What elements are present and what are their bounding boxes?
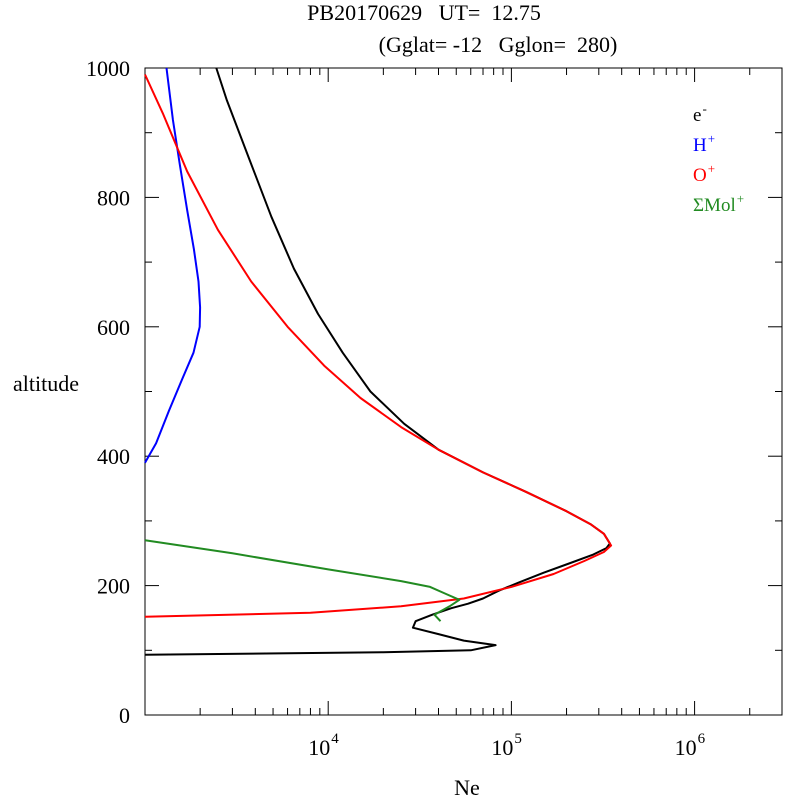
y-tick-labels: 0 200 400 600 800 1000 bbox=[86, 56, 130, 728]
legend-label-sup: + bbox=[708, 161, 715, 176]
x-tick-label-base: 10 bbox=[308, 735, 330, 760]
series-line-e bbox=[144, 67, 611, 656]
chart-title-line1: PB20170629 UT= 12.75 bbox=[307, 0, 541, 25]
y-tick-label: 0 bbox=[119, 703, 130, 728]
x-tick-label-exponent: 6 bbox=[698, 731, 706, 747]
legend-label: O bbox=[693, 165, 707, 186]
y-tick-label: 1000 bbox=[86, 56, 130, 81]
legend-item: e- bbox=[693, 101, 707, 126]
y-tick-label: 800 bbox=[97, 185, 130, 210]
y-tick-label: 600 bbox=[97, 315, 130, 340]
legend: e -H +O +ΣMol + bbox=[693, 101, 744, 216]
legend-label-sup: - bbox=[702, 101, 706, 116]
series-line-Mol bbox=[144, 539, 461, 622]
x-tick-label: 10 6 bbox=[675, 731, 706, 760]
y-tick-label: 200 bbox=[97, 574, 130, 599]
series-line-H bbox=[144, 67, 202, 464]
legend-label-sup: + bbox=[708, 131, 715, 146]
x-tick-label-exponent: 4 bbox=[331, 731, 339, 747]
legend-label: H bbox=[693, 135, 707, 156]
legend-item: O + bbox=[693, 161, 715, 186]
x-tick-label-base: 10 bbox=[491, 735, 513, 760]
x-tick-labels: 10 4 10 5 10 6 bbox=[308, 731, 705, 760]
chart-title-line2: (Gglat= -12 Gglon= 280) bbox=[379, 32, 618, 57]
y-tick-label: 400 bbox=[97, 444, 130, 469]
x-axis-label: Ne bbox=[454, 775, 480, 796]
x-tick-label: 10 4 bbox=[308, 731, 339, 760]
series-line-O bbox=[144, 74, 613, 618]
x-tick-label-base: 10 bbox=[675, 735, 697, 760]
series-lines bbox=[144, 67, 613, 656]
legend-item: ΣMol + bbox=[693, 191, 744, 216]
x-tick-label: 10 5 bbox=[491, 731, 522, 760]
legend-label-sup: + bbox=[737, 191, 744, 206]
plot-frame bbox=[144, 67, 783, 716]
legend-label: ΣMol bbox=[693, 195, 736, 216]
x-tick-label-exponent: 5 bbox=[514, 731, 522, 747]
legend-item: H + bbox=[693, 131, 715, 156]
y-axis-label: altitude bbox=[13, 371, 79, 396]
legend-label: e bbox=[693, 105, 701, 126]
axis-ticks bbox=[144, 67, 783, 716]
